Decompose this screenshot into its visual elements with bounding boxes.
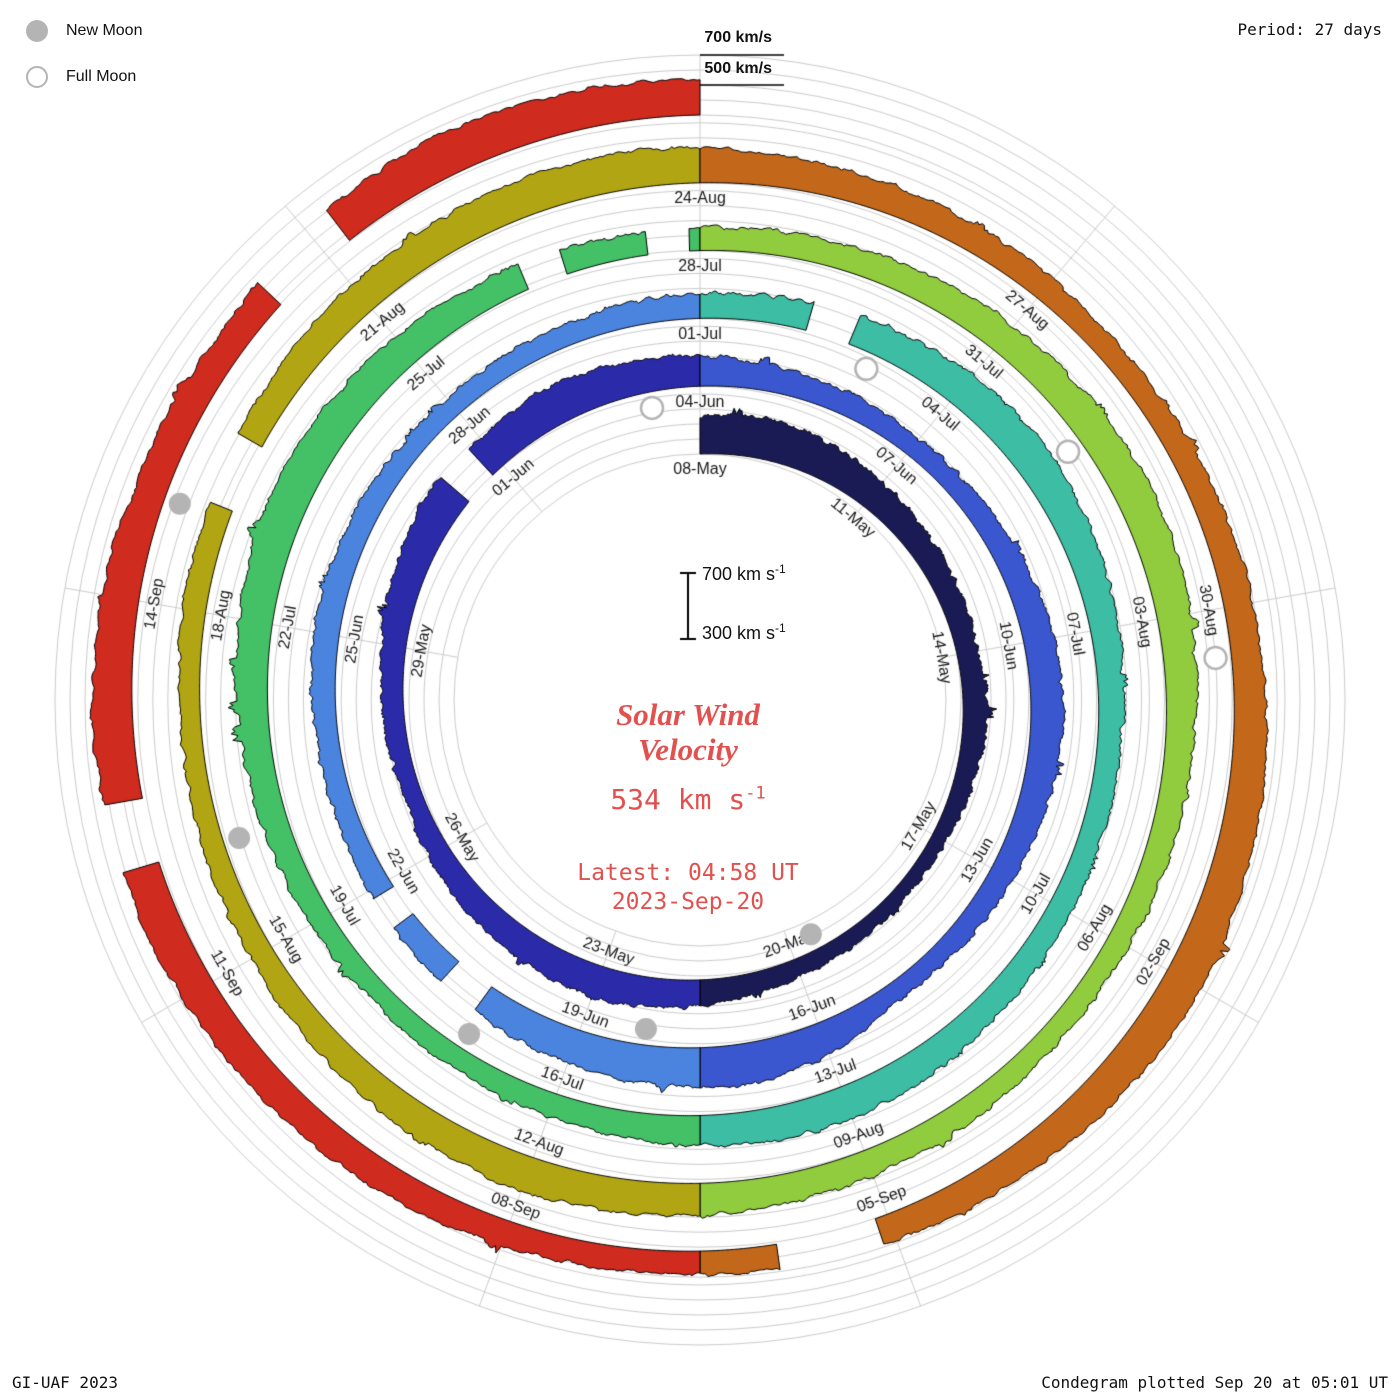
chart-title-line1: Solar Wind (616, 697, 760, 732)
chart-title: Solar Wind Velocity (577, 697, 799, 767)
end-scale-500-label: 500 km/s (704, 60, 772, 77)
center-annotations: Solar Wind Velocity 534 km s-1 Latest: 04… (577, 697, 799, 916)
spiral-end-scale: 700 km/s 500 km/s (622, 29, 772, 91)
latest-velocity-sup: -1 (745, 784, 766, 805)
legend-full-moon-row: Full Moon (26, 54, 142, 100)
center-scale-bottom-text: 300 km s (702, 623, 776, 643)
latest-velocity-text: 534 km s (610, 783, 746, 817)
center-scale-bottom-sup: -1 (775, 621, 786, 635)
latest-velocity-value: 534 km s-1 (577, 783, 799, 816)
legend-new-moon-row: New Moon (26, 8, 142, 54)
full-moon-icon (26, 66, 48, 88)
credit-label: GI-UAF 2023 (12, 1373, 118, 1392)
moon-legend: New Moon Full Moon (26, 8, 142, 100)
new-moon-icon (26, 20, 48, 42)
center-scale-top-text: 700 km s (702, 564, 776, 584)
center-scale-bottom-label: 300 km s-1 (702, 621, 786, 644)
latest-date-label: 2023-Sep-20 (611, 889, 765, 916)
new-moon-label: New Moon (66, 22, 143, 39)
full-moon-label: Full Moon (66, 68, 137, 85)
period-label: Period: 27 days (1237, 20, 1383, 39)
end-scale-700-label: 700 km/s (704, 29, 772, 46)
plotted-label: Condegram plotted Sep 20 at 05:01 UT (1041, 1373, 1388, 1392)
chart-title-line2: Velocity (638, 731, 738, 767)
center-scale-top-sup: -1 (775, 562, 786, 576)
center-scale-top-label: 700 km s-1 (702, 562, 786, 585)
latest-time-label: Latest: 04:58 UT (577, 860, 799, 887)
